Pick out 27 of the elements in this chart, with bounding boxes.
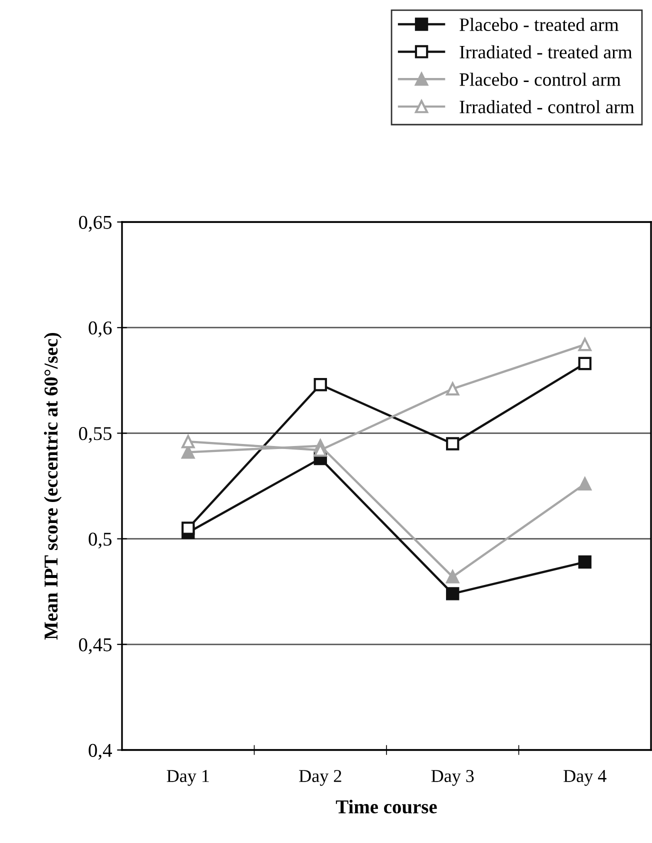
y-axis-title: Mean IPT score (eccentric at 60°/sec) [44, 332, 62, 640]
y-tick-label: 0,45 [78, 638, 112, 654]
x-tick-label: Day 3 [431, 770, 474, 786]
point [578, 477, 592, 490]
y-tick-label: 0,65 [78, 216, 112, 232]
x-tick-label: Day 1 [166, 770, 209, 786]
point [446, 570, 460, 584]
y-tick-label: 0,4 [88, 744, 112, 760]
x-axis-title: Time course [336, 800, 437, 814]
y-tick-label: 0,55 [78, 427, 112, 443]
point [578, 338, 592, 352]
y-tick-label: 0,6 [88, 321, 112, 338]
legend-label: Irradiated - treated arm [460, 45, 632, 58]
legend-label: Irradiated - control arm [460, 100, 634, 114]
point [446, 587, 460, 600]
point [578, 555, 592, 569]
point [446, 382, 460, 396]
point [182, 435, 195, 448]
legend-label: Placebo - control arm [460, 72, 621, 86]
point [182, 522, 195, 535]
y-tick-label: 0,5 [88, 532, 112, 549]
x-tick-label: Day 2 [299, 770, 342, 786]
legend-label: Placebo - treated arm [460, 18, 619, 32]
point [446, 437, 460, 450]
point [578, 356, 592, 370]
x-tick-label: Day 4 [564, 770, 606, 786]
point [314, 378, 327, 392]
